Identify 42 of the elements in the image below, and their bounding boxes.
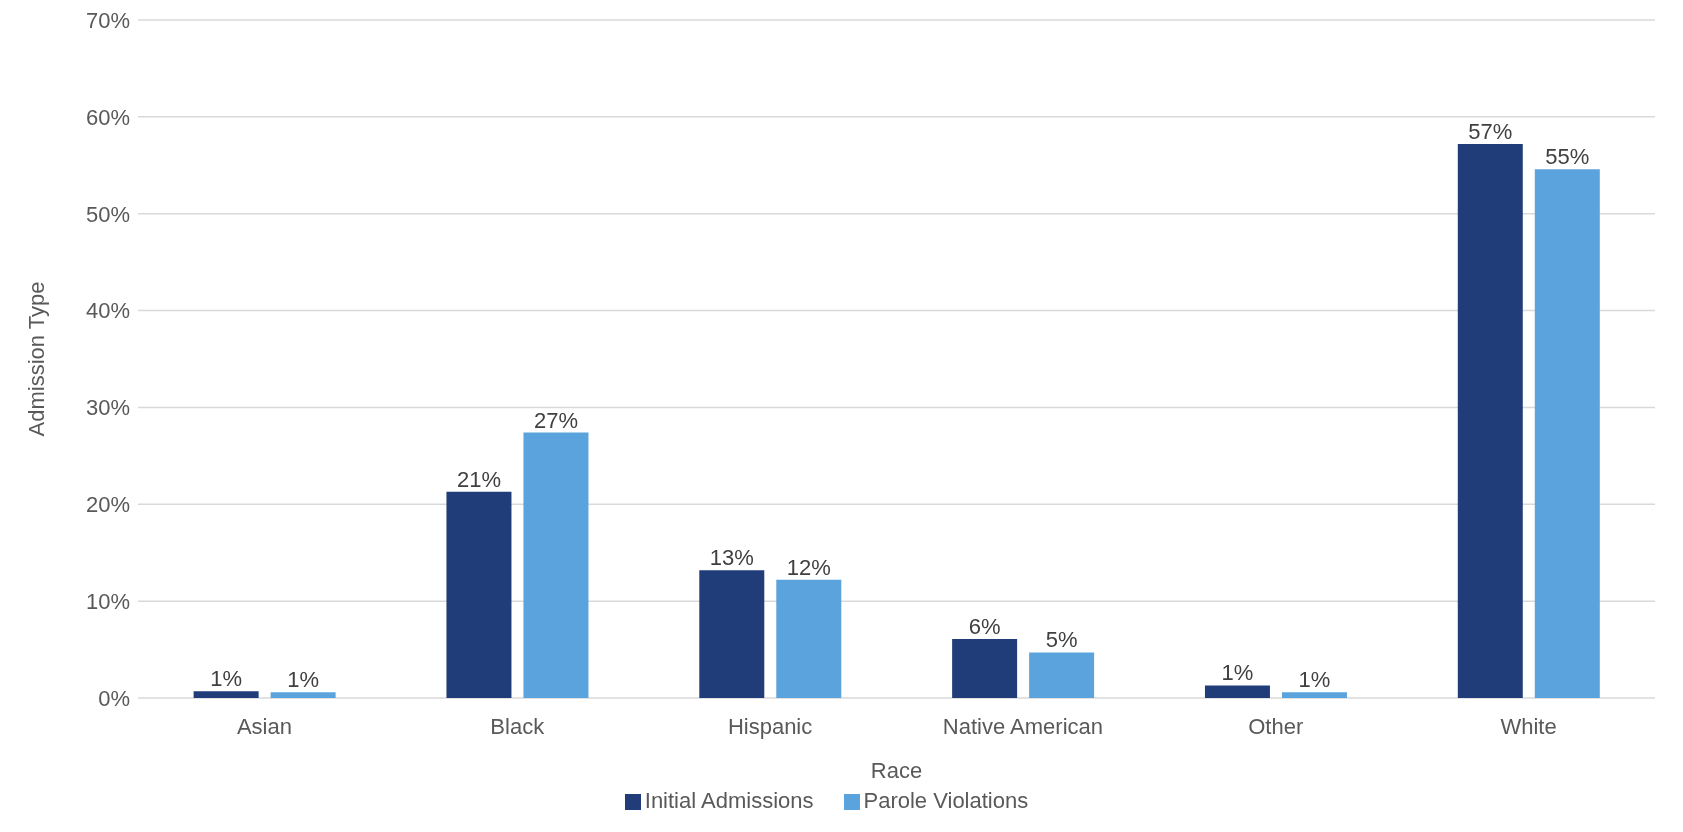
bar bbox=[1534, 169, 1600, 698]
legend-label: Initial Admissions bbox=[644, 788, 814, 813]
y-tick-label: 30% bbox=[85, 395, 130, 421]
bar bbox=[1029, 652, 1095, 698]
bar bbox=[952, 638, 1018, 698]
bar bbox=[270, 692, 336, 698]
y-tick-label: 50% bbox=[85, 201, 130, 227]
x-tick-label: White bbox=[1500, 713, 1557, 739]
x-tick-label: Hispanic bbox=[727, 713, 813, 739]
data-label: 21% bbox=[456, 466, 501, 492]
y-tick-label: 40% bbox=[85, 298, 130, 324]
data-label: 57% bbox=[1468, 118, 1513, 144]
y-axis-title: Admission Type bbox=[23, 281, 49, 437]
bar bbox=[446, 491, 512, 698]
x-tick-label: Other bbox=[1248, 713, 1304, 739]
bar bbox=[1457, 143, 1523, 698]
x-tick-label: Black bbox=[490, 713, 546, 739]
data-label: 12% bbox=[786, 554, 831, 580]
y-tick-label: 20% bbox=[85, 492, 130, 518]
x-tick-label: Native American bbox=[942, 713, 1104, 739]
data-label: 5% bbox=[1045, 627, 1078, 653]
x-tick-label: Asian bbox=[236, 713, 292, 739]
y-tick-label: 10% bbox=[85, 588, 130, 614]
bar bbox=[193, 691, 259, 698]
data-label: 1% bbox=[1221, 660, 1254, 686]
x-axis-title: Race bbox=[870, 758, 923, 783]
data-label: 1% bbox=[210, 666, 243, 692]
y-tick-label: 60% bbox=[85, 104, 130, 130]
bar bbox=[1204, 685, 1270, 698]
y-tick-label: 70% bbox=[85, 7, 130, 33]
data-label: 1% bbox=[1298, 667, 1331, 693]
data-label: 13% bbox=[709, 545, 754, 571]
data-label: 6% bbox=[968, 613, 1001, 639]
bar bbox=[776, 579, 842, 698]
data-label: 1% bbox=[287, 667, 320, 693]
y-tick-label: 0% bbox=[98, 685, 130, 711]
legend-label: Parole Violations bbox=[863, 788, 1029, 813]
data-label: 55% bbox=[1545, 144, 1590, 170]
bar bbox=[523, 432, 589, 698]
bar bbox=[1281, 692, 1347, 698]
bar bbox=[699, 570, 765, 698]
data-label: 27% bbox=[533, 407, 578, 433]
